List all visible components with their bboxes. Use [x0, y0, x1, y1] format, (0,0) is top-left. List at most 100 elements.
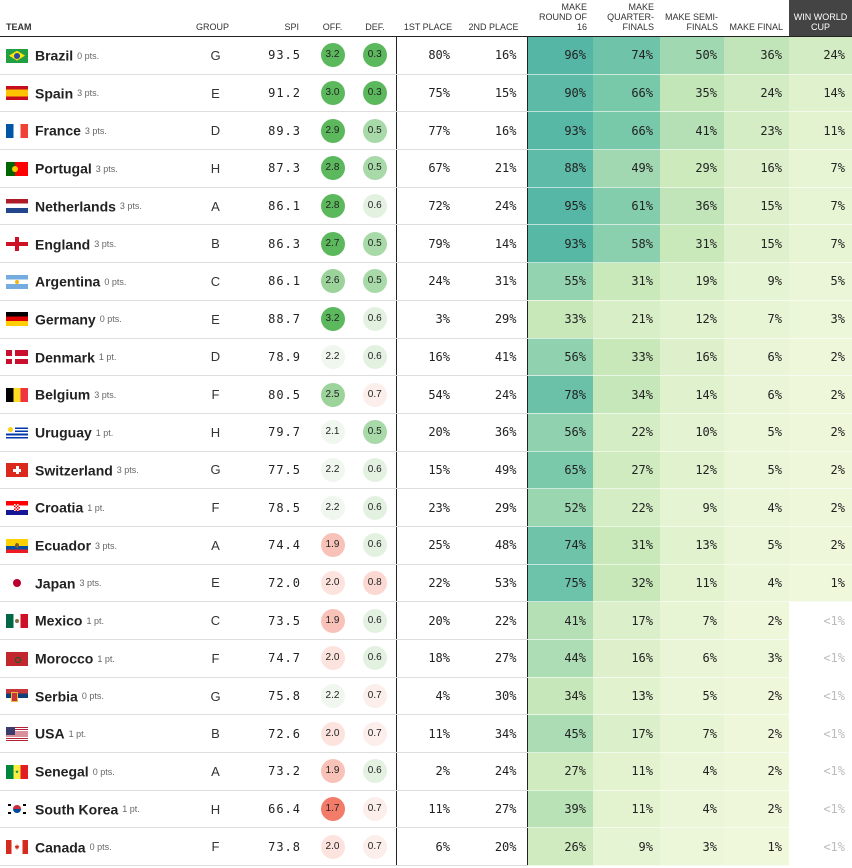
team-row[interactable]: Germany 0 pts. E 88.7 3.2 0.6 3% 29% 33% 21% 12% 7%…: [0, 300, 852, 339]
team-points: 3 pts.: [95, 163, 118, 174]
team-row[interactable]: Mexico 1 pt. C 73.5 1.9 0.6 20% 22% 41% 17% 7% 2% <1…: [0, 601, 852, 640]
group-cell: D: [188, 338, 243, 377]
def-rating-badge: 0.6: [362, 344, 387, 369]
def-rating-badge: 0.3: [362, 43, 387, 68]
first-place-cell: 79%: [395, 224, 460, 264]
team-row[interactable]: Japan 3 pts. E 72.0 2.0 0.8 22% 53% 75% 32% 11% 4% 1…: [0, 564, 852, 603]
qf-prob-cell: 11%: [593, 752, 660, 791]
spi-cell: 75.8: [243, 677, 311, 716]
team-row[interactable]: Denmark 1 pt. D 78.9 2.2 0.6 16% 41% 56% 33% 16% 6%…: [0, 338, 852, 377]
group-cell: H: [188, 790, 243, 829]
final-prob-cell: 1%: [724, 827, 789, 867]
spi-cell: 80.5: [243, 375, 311, 414]
final-prob-cell: 9%: [724, 262, 789, 301]
r16-prob-cell: 33%: [526, 300, 593, 339]
header-win-world-cup[interactable]: WIN WORLD CUP: [789, 0, 852, 37]
group-cell: H: [188, 413, 243, 452]
win-prob-cell: 24%: [789, 36, 852, 75]
second-place-cell: 16%: [460, 36, 527, 75]
team-row[interactable]: Canada 0 pts. F 73.8 2.0 0.7 6% 20% 26% 9% 3% 1% <1%: [0, 827, 852, 867]
group-cell: E: [188, 564, 243, 603]
r16-prob-cell: 93%: [526, 224, 593, 264]
second-place-cell: 15%: [460, 74, 527, 113]
second-place-cell: 48%: [460, 526, 527, 565]
r16-prob-cell: 45%: [526, 714, 593, 754]
sf-prob-cell: 11%: [660, 564, 724, 603]
off-rating-badge: 1.7: [320, 797, 345, 822]
england-flag-icon: [6, 237, 28, 252]
header-final[interactable]: MAKE FINAL: [724, 0, 789, 37]
team-row[interactable]: France 3 pts. D 89.3 2.9 0.5 77% 16% 93% 66% 41% 23…: [0, 111, 852, 151]
spi-cell: 88.7: [243, 300, 311, 339]
spi-cell: 86.3: [243, 224, 311, 264]
team-row[interactable]: Uruguay 1 pt. H 79.7 2.1 0.5 20% 36% 56% 22% 10% 5%…: [0, 413, 852, 452]
header-first-place[interactable]: 1ST PLACE: [396, 0, 460, 37]
team-name: USA: [35, 726, 65, 742]
spi-cell: 86.1: [243, 187, 311, 226]
team-row[interactable]: Brazil 0 pts. G 93.5 3.2 0.3 80% 16% 96% 74% 50% 36…: [0, 36, 852, 75]
def-rating-badge: 0.5: [362, 156, 387, 181]
team-row[interactable]: Senegal 0 pts. A 73.2 1.9 0.6 2% 24% 27% 11% 4% 2% <…: [0, 752, 852, 791]
team-row[interactable]: England 3 pts. B 86.3 2.7 0.5 79% 14% 93% 58% 31% 1…: [0, 224, 852, 264]
sf-prob-cell: 19%: [660, 262, 724, 301]
win-prob-cell: 2%: [789, 338, 852, 377]
off-cell: 2.6: [311, 262, 354, 301]
team-row[interactable]: South Korea 1 pt. H 66.4 1.7 0.7 11% 27% 39% 11% 4…: [0, 790, 852, 829]
def-cell: 0.5: [354, 262, 396, 301]
team-row[interactable]: Argentina 0 pts. C 86.1 2.6 0.5 24% 31% 55% 31% 19…: [0, 262, 852, 301]
serbia-flag-icon: [6, 689, 28, 704]
first-place-cell: 72%: [395, 187, 460, 226]
header-team[interactable]: TEAM: [0, 0, 188, 37]
header-semifinals[interactable]: MAKE SEMI-FINALS: [660, 0, 724, 37]
qf-prob-cell: 9%: [593, 827, 660, 867]
first-place-cell: 20%: [395, 601, 460, 640]
header-def[interactable]: DEF.: [354, 0, 396, 37]
team-row[interactable]: Netherlands 3 pts. A 86.1 2.8 0.6 72% 24% 95% 61%…: [0, 187, 852, 226]
team-row[interactable]: Belgium 3 pts. F 80.5 2.5 0.7 54% 24% 78% 34% 14% 6…: [0, 375, 852, 414]
win-prob-cell: <1%: [789, 639, 852, 678]
win-prob-cell: <1%: [789, 790, 852, 829]
team-row[interactable]: Croatia 1 pt. F 78.5 2.2 0.6 23% 29% 52% 22% 9% 4% 2…: [0, 488, 852, 527]
final-prob-cell: 16%: [724, 149, 789, 188]
header-second-place[interactable]: 2ND PLACE: [460, 0, 527, 37]
second-place-cell: 16%: [460, 111, 527, 151]
off-rating-badge: 2.1: [320, 420, 345, 445]
def-cell: 0.6: [354, 451, 396, 490]
team-row[interactable]: USA 1 pt. B 72.6 2.0 0.7 11% 34% 45% 17% 7% 2% <1%: [0, 714, 852, 754]
team-points: 1 pt.: [95, 427, 114, 438]
team-row[interactable]: Switzerland 3 pts. G 77.5 2.2 0.6 15% 49% 65% 27%…: [0, 451, 852, 490]
first-place-cell: 54%: [395, 375, 460, 414]
off-cell: 3.0: [311, 74, 354, 113]
header-spi[interactable]: SPI: [243, 0, 311, 37]
r16-prob-cell: 56%: [526, 413, 593, 452]
off-rating-badge: 2.6: [320, 269, 345, 294]
r16-prob-cell: 74%: [526, 526, 593, 565]
def-cell: 0.7: [354, 827, 396, 867]
off-cell: 2.0: [311, 827, 354, 867]
second-place-cell: 21%: [460, 149, 527, 188]
group-cell: A: [188, 752, 243, 791]
r16-prob-cell: 44%: [526, 639, 593, 678]
spi-cell: 73.2: [243, 752, 311, 791]
sf-prob-cell: 12%: [660, 451, 724, 490]
team-cell: Canada 0 pts.: [0, 827, 188, 867]
team-row[interactable]: Portugal 3 pts. H 87.3 2.8 0.5 67% 21% 88% 49% 29%…: [0, 149, 852, 188]
off-cell: 2.5: [311, 375, 354, 414]
off-rating-badge: 2.2: [320, 344, 345, 369]
team-row[interactable]: Spain 3 pts. E 91.2 3.0 0.3 75% 15% 90% 66% 35% 24%…: [0, 74, 852, 113]
off-rating-badge: 2.2: [320, 457, 345, 482]
team-name: France: [35, 123, 81, 139]
def-cell: 0.6: [354, 639, 396, 678]
off-rating-badge: 2.0: [320, 570, 345, 595]
header-off[interactable]: OFF.: [311, 0, 354, 37]
team-name: Ecuador: [35, 537, 92, 554]
header-group[interactable]: GROUP: [188, 0, 243, 37]
header-quarterfinals[interactable]: MAKE QUARTER-FINALS: [593, 0, 660, 37]
team-row[interactable]: Morocco 1 pt. F 74.7 2.0 0.6 18% 27% 44% 16% 6% 3% <…: [0, 639, 852, 678]
uruguay-flag-icon: [6, 425, 28, 440]
team-row[interactable]: Serbia 0 pts. G 75.8 2.2 0.7 4% 30% 34% 13% 5% 2% <1…: [0, 677, 852, 716]
team-row[interactable]: Ecuador 3 pts. A 74.4 1.9 0.6 25% 48% 74% 31% 13% 5…: [0, 526, 852, 565]
qf-prob-cell: 16%: [593, 639, 660, 678]
header-round-of-16[interactable]: MAKE ROUND OF 16: [527, 0, 593, 37]
qf-prob-cell: 66%: [593, 111, 660, 151]
